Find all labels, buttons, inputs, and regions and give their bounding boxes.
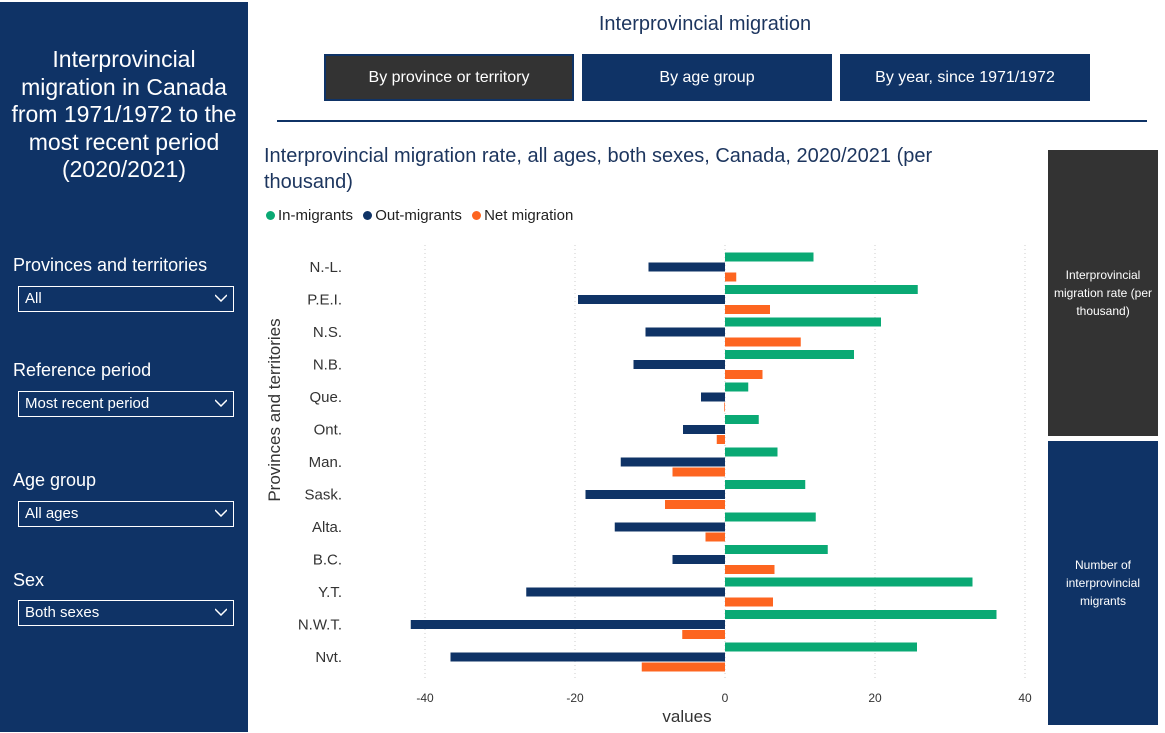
bar-in-migrants — [725, 252, 814, 262]
age-dropdown[interactable]: All ages — [18, 501, 234, 527]
bar-out-migrants — [410, 620, 725, 629]
legend-label: Out-migrants — [375, 207, 462, 224]
chart-legend: In-migrants Out-migrants Net migration — [266, 207, 579, 224]
bar-net-migration — [725, 305, 770, 314]
rate-view-button[interactable]: Interprovincial migration rate (per thou… — [1048, 150, 1158, 436]
chevron-down-icon — [215, 509, 227, 517]
count-view-button[interactable]: Number of interprovincial migrants — [1048, 441, 1158, 725]
legend-dot-icon — [363, 211, 373, 220]
bar-out-migrants — [683, 425, 725, 434]
tab-by-year[interactable]: By year, since 1971/1972 — [840, 54, 1090, 101]
x-axis-title: values — [662, 707, 711, 726]
province-value: All — [25, 290, 42, 307]
page-title: Interprovincial migration — [598, 13, 812, 35]
bar-in-migrants — [725, 480, 806, 489]
legend-label: Net migration — [484, 207, 574, 224]
period-value: Most recent period — [25, 395, 150, 412]
province-dropdown[interactable]: All — [18, 286, 234, 312]
bar-out-migrants — [620, 457, 725, 467]
bar-chart: -40 -20 0 20 40 values Provinces and territori… — [265, 245, 1032, 726]
sidebar: Interprovincial migration in Canada from… — [0, 2, 248, 732]
tab-by-province[interactable]: By province or territory — [324, 54, 574, 101]
bar-net-migration — [705, 532, 725, 542]
bar-net-migration — [716, 435, 725, 444]
bar-in-migrants — [725, 545, 828, 554]
y-tick-label: Que. — [309, 389, 342, 406]
bar-net-migration — [725, 565, 775, 574]
bar-out-migrants — [526, 587, 725, 597]
bar-in-migrants — [725, 610, 997, 619]
sidebar-title: Interprovincial migration in Canada from… — [11, 46, 237, 182]
bar-in-migrants — [725, 285, 918, 294]
legend-in-migrants[interactable]: In-migrants — [266, 207, 353, 224]
rate-view-label: Interprovincial migration rate (per thou… — [1053, 268, 1153, 318]
bar-net-migration — [725, 272, 737, 282]
filter-label-age: Age group — [13, 470, 97, 490]
tab-by-age-group[interactable]: By age group — [582, 54, 832, 101]
y-tick-label: Sask. — [304, 487, 342, 504]
bar-out-migrants — [633, 360, 725, 369]
chevron-down-icon — [215, 294, 227, 302]
bar-out-migrants — [672, 555, 725, 564]
chevron-down-icon — [215, 399, 227, 407]
bar-out-migrants — [578, 295, 725, 304]
bar-net-migration — [641, 662, 725, 672]
chevron-down-icon — [215, 608, 227, 616]
count-view-label: Number of interprovincial migrants — [1065, 558, 1141, 608]
y-tick-label: B.C. — [313, 552, 342, 569]
y-axis-title: Provinces and territories — [265, 318, 284, 501]
bar-net-migration — [725, 370, 763, 379]
bar-in-migrants — [725, 512, 816, 522]
legend-out-migrants[interactable]: Out-migrants — [363, 207, 462, 224]
legend-net-migration[interactable]: Net migration — [472, 207, 573, 224]
bar-out-migrants — [614, 522, 725, 532]
x-tick-label: -40 — [416, 691, 434, 705]
divider — [277, 120, 1147, 122]
chart-title: Interprovincial migration rate, all ages… — [264, 145, 933, 193]
bar-in-migrants — [725, 577, 973, 587]
x-tick-label: 20 — [868, 691, 882, 705]
sex-value: Both sexes — [25, 604, 100, 621]
y-tick-label: N.-L. — [309, 259, 342, 276]
bar-net-migration — [725, 597, 773, 607]
y-tick-label: Nvt. — [315, 649, 342, 666]
bar-in-migrants — [725, 382, 749, 392]
bar-in-migrants — [725, 415, 759, 424]
bar-out-migrants — [645, 327, 725, 337]
y-tick-label: Man. — [309, 454, 342, 471]
bar-out-migrants — [648, 262, 725, 272]
legend-label: In-migrants — [278, 207, 354, 224]
age-value: All ages — [25, 505, 79, 522]
bar-out-migrants — [450, 652, 725, 662]
x-tick-label: 0 — [722, 691, 729, 705]
y-tick-label: Ont. — [314, 422, 342, 439]
bar-in-migrants — [725, 350, 854, 359]
y-tick-label: N.B. — [313, 357, 342, 374]
bar-net-migration — [725, 337, 801, 347]
bar-out-migrants — [701, 392, 725, 402]
y-tick-label: Alta. — [312, 519, 342, 536]
x-tick-label: -20 — [566, 691, 584, 705]
bar-net-migration — [724, 402, 725, 412]
y-tick-label: N.S. — [313, 324, 342, 341]
period-dropdown[interactable]: Most recent period — [18, 391, 234, 417]
sex-dropdown[interactable]: Both sexes — [18, 600, 234, 626]
bar-out-migrants — [585, 490, 725, 499]
legend-dot-icon — [266, 211, 275, 220]
bar-net-migration — [672, 467, 725, 477]
y-tick-label: Y.T. — [318, 584, 342, 601]
filter-label-period: Reference period — [13, 360, 152, 380]
y-tick-label: P.E.I. — [307, 292, 342, 309]
filter-label-sex: Sex — [13, 570, 45, 590]
y-tick-label: N.W.T. — [298, 617, 342, 634]
legend-dot-icon — [472, 211, 482, 220]
x-tick-label: 40 — [1018, 691, 1032, 705]
bar-in-migrants — [725, 317, 881, 327]
bar-net-migration — [665, 500, 725, 509]
bar-in-migrants — [725, 642, 917, 652]
bar-in-migrants — [725, 447, 778, 457]
filter-label-province: Provinces and territories — [13, 255, 208, 275]
bar-net-migration — [682, 630, 725, 639]
